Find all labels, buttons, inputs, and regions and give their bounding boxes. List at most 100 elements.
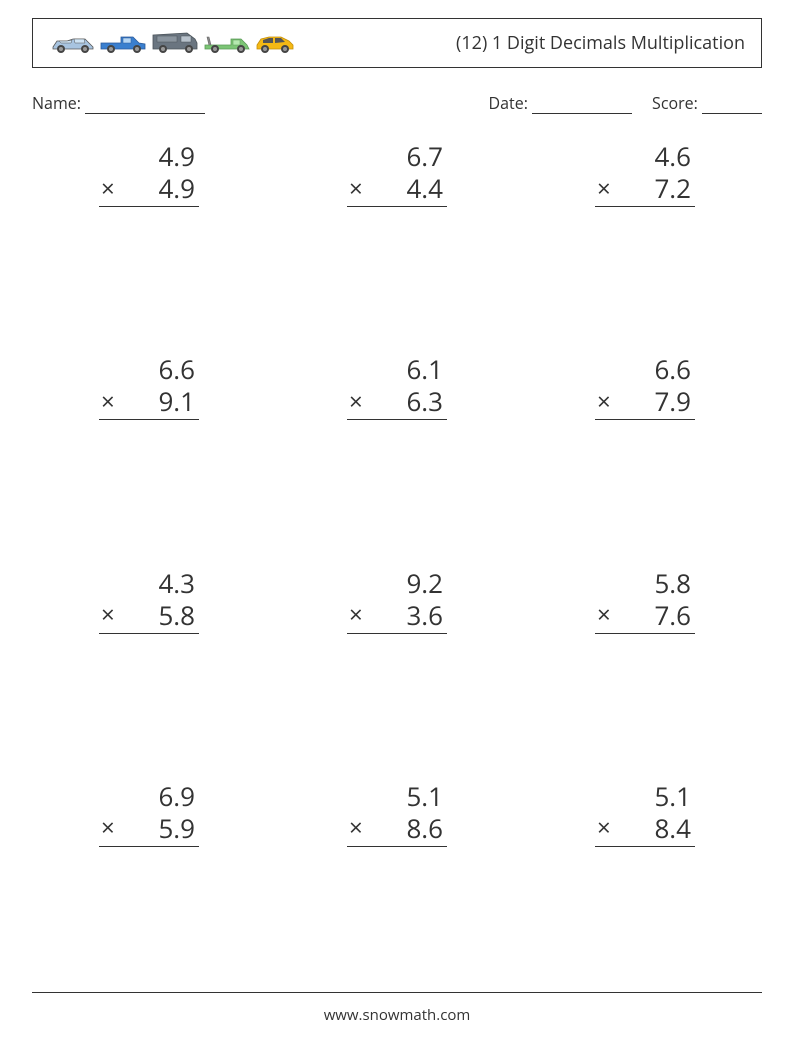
score-field: Score: [652,92,762,114]
problem-inner: 5.1 × 8.4 [595,780,695,847]
problem: 4.9 × 4.9 [60,130,238,323]
multiplier-row: × 8.6 [347,812,447,844]
problem: 5.1 × 8.6 [308,770,486,963]
multiply-icon: × [597,598,611,631]
answer-line [595,846,695,847]
problems-grid: 4.9 × 4.9 6.7 × 4.4 4.6 × 7.2 [60,130,734,963]
vehicle-icons [49,29,297,57]
multiplier-row: × 9.1 [99,385,199,417]
multiplicand: 9.2 [347,567,447,599]
car-icon [255,31,297,55]
problem: 6.6 × 7.9 [556,343,734,536]
multiplier-row: × 7.6 [595,599,695,631]
answer-line [99,206,199,207]
worksheet-header: (12) 1 Digit Decimals Multiplication [32,18,762,68]
multiplier-row: × 6.3 [347,385,447,417]
multiplier-row: × 7.2 [595,172,695,204]
name-field: Name: [32,92,205,114]
multiplier-row: × 5.8 [99,599,199,631]
answer-line [347,633,447,634]
answer-line [347,419,447,420]
name-label: Name: [32,92,81,114]
problem: 4.3 × 5.8 [60,557,238,750]
multiplier: 5.9 [158,810,195,846]
multiplier-row: × 4.9 [99,172,199,204]
info-row: Name: Date: Score: [32,92,762,114]
multiplicand: 5.1 [347,780,447,812]
problem-inner: 5.1 × 8.6 [347,780,447,847]
multiplicand: 6.7 [347,140,447,172]
multiply-icon: × [597,172,611,205]
problem-inner: 9.2 × 3.6 [347,567,447,634]
answer-line [595,633,695,634]
problem: 5.1 × 8.4 [556,770,734,963]
multiply-icon: × [349,811,363,844]
van-icon [151,29,201,57]
multiplicand: 6.6 [595,353,695,385]
problem: 6.6 × 9.1 [60,343,238,536]
date-field: Date: [489,92,633,114]
multiplicand: 5.8 [595,567,695,599]
footer-divider [32,992,762,993]
multiplier: 3.6 [406,597,443,633]
problem-inner: 4.9 × 4.9 [99,140,199,207]
date-label: Date: [489,92,528,114]
answer-line [99,633,199,634]
answer-line [347,206,447,207]
problem-inner: 6.6 × 9.1 [99,353,199,420]
problem-inner: 6.7 × 4.4 [347,140,447,207]
multiplicand: 4.3 [99,567,199,599]
problem-inner: 4.3 × 5.8 [99,567,199,634]
multiplicand: 4.6 [595,140,695,172]
multiplier: 4.4 [406,170,443,206]
multiply-icon: × [597,385,611,418]
multiply-icon: × [101,385,115,418]
footer-url: www.snowmath.com [0,1005,794,1025]
multiplicand: 6.6 [99,353,199,385]
multiplier: 6.3 [406,383,443,419]
pickup-icon [99,31,149,55]
score-label: Score: [652,92,698,114]
multiplier: 9.1 [158,383,195,419]
problem-inner: 6.9 × 5.9 [99,780,199,847]
multiplier: 7.6 [654,597,691,633]
problem-inner: 4.6 × 7.2 [595,140,695,207]
multiply-icon: × [349,385,363,418]
worksheet-title: (12) 1 Digit Decimals Multiplication [456,31,745,55]
multiply-icon: × [349,172,363,205]
multiplicand: 5.1 [595,780,695,812]
problem: 4.6 × 7.2 [556,130,734,323]
problem-inner: 5.8 × 7.6 [595,567,695,634]
multiplier: 8.4 [654,810,691,846]
problem: 5.8 × 7.6 [556,557,734,750]
multiply-icon: × [349,598,363,631]
problem-inner: 6.1 × 6.3 [347,353,447,420]
answer-line [347,846,447,847]
multiplier-row: × 7.9 [595,385,695,417]
multiplier: 8.6 [406,810,443,846]
problem: 6.1 × 6.3 [308,343,486,536]
multiplier: 7.2 [654,170,691,206]
multiplicand: 6.1 [347,353,447,385]
multiplier-row: × 8.4 [595,812,695,844]
multiply-icon: × [101,598,115,631]
multiplier-row: × 4.4 [347,172,447,204]
score-blank [702,98,762,114]
multiplier: 5.8 [158,597,195,633]
problem: 6.7 × 4.4 [308,130,486,323]
tow-truck-icon [203,31,253,55]
answer-line [595,206,695,207]
multiplier-row: × 3.6 [347,599,447,631]
date-blank [532,98,632,114]
answer-line [595,419,695,420]
multiplier: 7.9 [654,383,691,419]
multiplier-row: × 5.9 [99,812,199,844]
problem: 6.9 × 5.9 [60,770,238,963]
multiply-icon: × [101,172,115,205]
answer-line [99,846,199,847]
problem-inner: 6.6 × 7.9 [595,353,695,420]
multiply-icon: × [597,811,611,844]
multiplicand: 4.9 [99,140,199,172]
answer-line [99,419,199,420]
name-blank [85,98,205,114]
